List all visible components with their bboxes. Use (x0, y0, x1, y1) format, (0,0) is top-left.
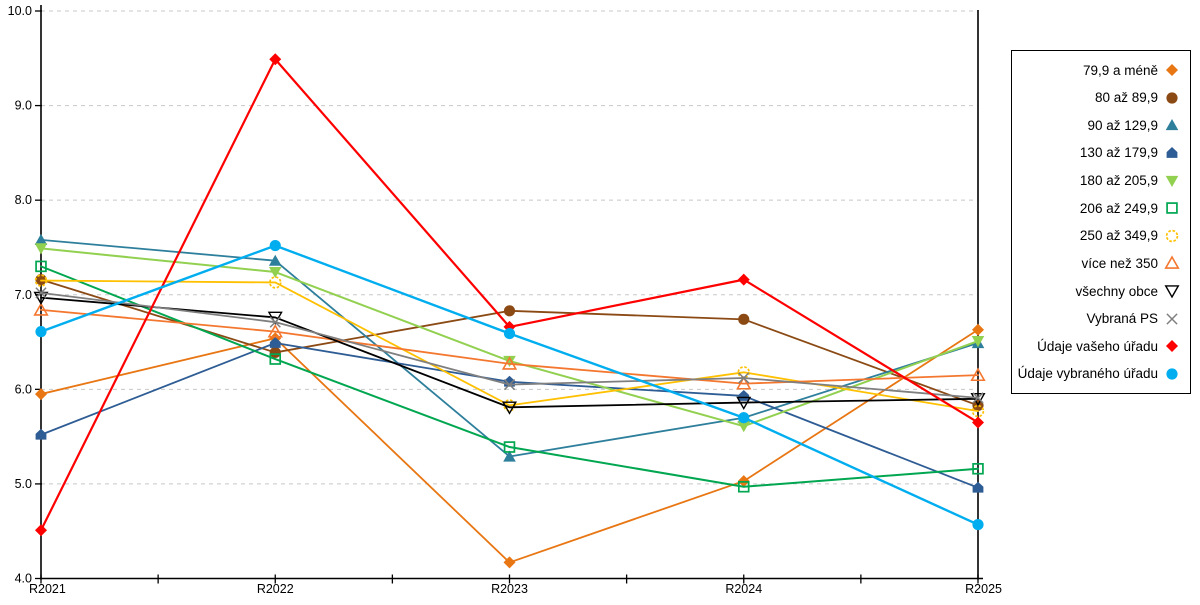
legend-marker-circle-open-icon (1165, 229, 1179, 243)
legend-label: 90 až 129,9 (1087, 117, 1158, 133)
legend-marker-triangle-up-open-icon (1164, 255, 1180, 270)
legend-item: více než 350 (1022, 255, 1180, 271)
legend-marker-diamond-icon (1166, 64, 1178, 76)
legend-marker-circle-icon (1166, 92, 1178, 104)
legend-label: 250 až 349,9 (1079, 228, 1158, 244)
legend-marker-diamond-icon (1166, 340, 1178, 353)
legend-item: Údaje vašeho úřadu (1022, 338, 1180, 354)
legend-marker-square-open-icon (1166, 202, 1178, 214)
legend-item: všechny obce (1022, 283, 1180, 299)
series-6 (34, 274, 985, 418)
legend-item: Údaje vybraného úřadu (1018, 366, 1180, 382)
legend-item: 130 až 179,9 (1022, 145, 1180, 161)
legend-item: 180 až 205,9 (1022, 173, 1180, 189)
axes (40, 5, 983, 580)
x-axis-labels: R2021 R2022 R2023 R2024 R2025 (29, 574, 1002, 596)
y-tick-label: 10.0 (8, 4, 32, 18)
x-tick-label: R2025 (965, 582, 1002, 596)
legend-label: 180 až 205,9 (1079, 173, 1158, 188)
x-tick-label: R2021 (29, 582, 66, 596)
x-tick-label: R2024 (725, 582, 762, 596)
legend-label: 80 až 89,9 (1094, 90, 1158, 106)
legend-label: 79,9 a méně (1082, 62, 1158, 78)
legend-marker-triangle-up-icon (1165, 119, 1179, 131)
y-tick-label: 9.0 (15, 99, 32, 113)
series-2 (34, 233, 985, 462)
legend-marker-triangle-down-icon (1165, 175, 1179, 187)
series-10 (35, 53, 984, 537)
legend-item: 79,9 a méně (1022, 62, 1180, 78)
legend-label: více než 350 (1081, 255, 1158, 271)
y-tick-label: 5.0 (15, 477, 32, 491)
legend-label: Vybraná PS (1086, 311, 1158, 327)
legend-item: 80 až 89,9 (1022, 90, 1180, 106)
legend-marker-pentagon-icon (1166, 146, 1178, 158)
legend-label: 130 až 179,9 (1079, 145, 1158, 161)
x-tick-label: R2022 (257, 582, 294, 596)
y-tick-label: 8.0 (15, 193, 32, 207)
legend-item: 250 až 349,9 (1022, 228, 1180, 244)
y-tick-label: 6.0 (15, 382, 32, 396)
series-0 (35, 323, 984, 569)
legend-marker-triangle-down-open-icon (1164, 285, 1180, 299)
legend-label: Údaje vybraného úřadu (1017, 366, 1158, 382)
legend-label: Údaje vašeho úřadu (1037, 338, 1158, 354)
legend-marker-x-mark-icon (1166, 312, 1178, 325)
series-5 (35, 260, 984, 493)
y-axis-labels: 10.0 9.0 8.0 7.0 6.0 5.0 4.0 (8, 4, 42, 586)
series-9 (35, 287, 984, 404)
series-11 (35, 239, 984, 531)
legend-label: všechny obce (1075, 283, 1158, 299)
series-4 (34, 243, 985, 433)
legend-item: Vybraná PS (1022, 311, 1180, 327)
legend: 79,9 a méně 80 až 89,9 90 až 129,9 130 až 1… (1011, 50, 1191, 394)
legend-item: 206 až 249,9 (1022, 200, 1180, 216)
x-tick-label: R2023 (491, 582, 528, 596)
y-tick-label: 7.0 (15, 288, 32, 302)
series-7 (33, 302, 986, 390)
legend-marker-circle-icon (1166, 368, 1178, 380)
legend-item: 90 až 129,9 (1022, 117, 1180, 133)
y-tick-label: 4.0 (15, 572, 32, 586)
legend-label: 206 až 249,9 (1079, 200, 1158, 216)
series-8 (33, 291, 986, 415)
